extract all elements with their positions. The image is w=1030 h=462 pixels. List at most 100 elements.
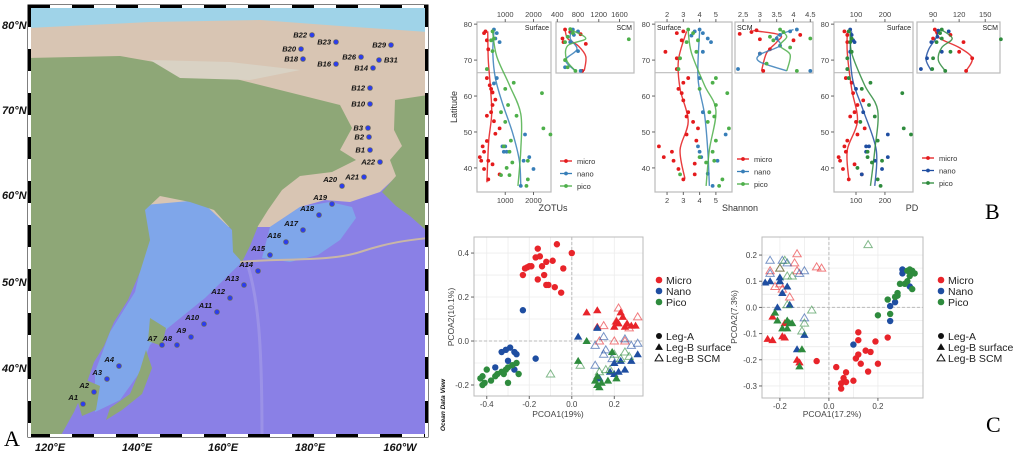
micro-point — [563, 27, 567, 32]
pico-leg-a-point — [874, 312, 882, 319]
pico-leg-a-point — [483, 366, 490, 373]
station-a8: A8 — [161, 334, 180, 348]
nano-leg-a-point — [899, 270, 906, 277]
station-marker-icon — [333, 39, 339, 45]
station-label: B18 — [284, 55, 299, 64]
station-marker-icon — [214, 309, 220, 315]
pico-point — [563, 40, 567, 45]
latitude-label: 40°N — [1, 363, 28, 375]
nano-point — [700, 49, 705, 54]
micro-leg-a-point — [864, 368, 872, 375]
pico-smooth-line — [779, 29, 792, 72]
nano-leg-a-point — [492, 364, 499, 371]
station-label: B12 — [351, 84, 366, 93]
station-marker-icon — [367, 101, 373, 107]
pico-point — [768, 34, 772, 39]
x-tick-label: 0.2 — [872, 402, 884, 411]
scm-panel: 2.5 3 3.5 4 4.5 SCM — [734, 10, 816, 74]
pico-point — [676, 67, 681, 71]
micro-point — [798, 33, 803, 37]
legend-item-nano: nano — [737, 168, 771, 177]
pico-point — [845, 67, 850, 71]
y-tick-label: -0.1 — [743, 330, 757, 339]
station-a9: A9 — [175, 326, 194, 340]
pico-point — [855, 166, 860, 170]
station-label: B26 — [342, 53, 357, 62]
station-label: A3 — [91, 368, 102, 377]
station-label: B14 — [354, 64, 369, 73]
pico-point — [727, 126, 731, 131]
micro-point — [845, 138, 850, 143]
pico-leg-a-point — [896, 280, 904, 288]
pico-point — [845, 56, 850, 61]
panel-label: SCM — [737, 25, 753, 32]
latitude-label: 50°N — [2, 277, 28, 289]
pico-point — [870, 160, 874, 165]
station-a1: A1 — [67, 393, 86, 407]
micro-point — [484, 76, 489, 80]
legend-item-pico: Pico — [655, 297, 687, 309]
plot-frame — [761, 236, 924, 399]
legend-label: pico — [577, 182, 591, 191]
micro-point — [749, 30, 754, 34]
legend-label: Nano — [948, 286, 973, 298]
micro-point — [848, 114, 853, 119]
y-tick-label: 0.4 — [458, 249, 470, 258]
legend-label: Leg-A — [666, 331, 694, 343]
micro-leg-b-scm-point — [816, 263, 827, 272]
micro-leg-b-surface-point — [780, 333, 789, 341]
nano-leg-b-scm-point — [598, 331, 609, 341]
micro-point — [480, 144, 485, 149]
pico-point — [694, 49, 699, 54]
micro-point — [477, 155, 482, 160]
pcoa-chart-1: -0.4 -0.2 0.0 0.2 -0.2 0.0 0.2 0.4 PCOA1(19%) PCO… — [446, 236, 732, 419]
x-tick-label-bottom: 200 — [879, 196, 892, 205]
legend-label: Leg-B surface — [948, 342, 1014, 354]
y-tick-label: 70 — [821, 56, 829, 65]
pico-leg-a-point — [906, 272, 913, 280]
pico-point — [878, 183, 883, 188]
micro-leg-a-point — [521, 265, 529, 272]
pico-point — [707, 110, 712, 115]
y-tick-label: 50 — [821, 128, 829, 137]
micro-point — [674, 56, 679, 61]
nano-point — [925, 56, 929, 61]
station-label: A16 — [266, 231, 282, 240]
latitude-label: 60°N — [2, 190, 28, 202]
pico-point — [704, 160, 709, 165]
micro-leg-b-surface-point — [582, 308, 591, 316]
micro-point — [836, 155, 841, 160]
nano-leg-b-scm-point — [794, 268, 805, 277]
x-tick-label-top: 5 — [714, 10, 718, 19]
pico-smooth-line — [564, 28, 587, 72]
pico-point — [705, 120, 710, 124]
nano-leg-b-scm-point — [799, 265, 810, 275]
legend-label: Leg-B SCM — [948, 353, 1002, 365]
nano-point — [723, 132, 728, 137]
x-tick-label-top: 2.5 — [738, 10, 748, 19]
plot-background — [762, 237, 923, 398]
station-marker-icon — [367, 147, 373, 153]
x-tick-label-bottom: 1000 — [497, 196, 514, 205]
nano-point — [578, 68, 583, 73]
pico-leg-a-point — [904, 278, 911, 285]
station-label: A12 — [210, 287, 226, 296]
pico-point — [713, 138, 718, 143]
pico-point — [484, 67, 489, 71]
station-a15: A15 — [250, 244, 273, 258]
micro-point — [970, 56, 975, 61]
pico-leg-a-point — [487, 377, 495, 384]
pico-point — [849, 36, 854, 41]
station-marker-icon — [358, 54, 364, 60]
x-tick-label-bottom: 2000 — [525, 196, 542, 205]
pico-point — [489, 38, 494, 43]
nano-leg-b-surface-point — [633, 350, 642, 358]
pico-point — [943, 68, 948, 73]
pico-point — [865, 155, 870, 160]
legend-marker — [655, 276, 663, 284]
station-label: A18 — [299, 204, 315, 213]
pico-point — [778, 27, 782, 32]
pico-leg-a-point — [479, 381, 486, 389]
station-a22: A22 — [360, 158, 383, 167]
station-a16: A16 — [266, 231, 289, 245]
